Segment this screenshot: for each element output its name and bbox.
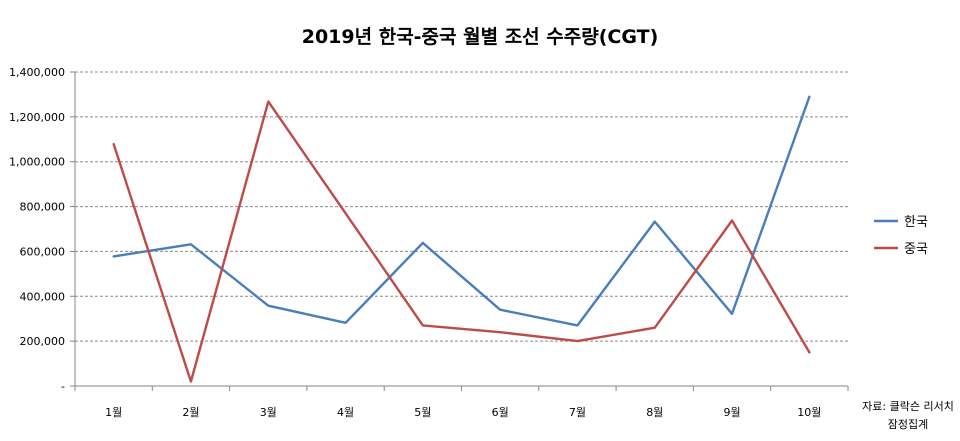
y-tick-label: 600,000 <box>20 245 66 258</box>
y-tick-label: 200,000 <box>20 335 66 348</box>
y-tick-label: - <box>61 380 65 393</box>
series-line-0 <box>112 95 811 327</box>
x-tick-label: 1월 <box>105 406 122 419</box>
x-tick-label: 10월 <box>797 406 821 419</box>
legend-label-0: 한국 <box>904 215 928 230</box>
x-tick-label: 3월 <box>260 406 277 419</box>
x-tick-label: 8월 <box>646 406 663 419</box>
grid <box>75 71 848 342</box>
x-tick-label: 4월 <box>337 406 354 419</box>
x-tick-label: 2월 <box>182 406 199 419</box>
x-tick-label: 7월 <box>569 406 586 419</box>
legend-label-1: 중국 <box>904 242 928 257</box>
axes: - 200,000 400,000 600,000 800,000 1,000,000 1,… <box>9 66 849 419</box>
x-tick-label: 9월 <box>723 406 740 419</box>
x-tick-label: 5월 <box>414 406 431 419</box>
series-line-1 <box>112 100 811 383</box>
x-tick-label: 6월 <box>492 406 509 419</box>
source-line-1: 자료: 클락슨 리서치 <box>862 400 954 413</box>
y-tick-label: 1,000,000 <box>9 156 65 169</box>
y-tick-label: 1,400,000 <box>9 66 65 79</box>
series <box>112 95 811 383</box>
y-tick-label: 1,200,000 <box>9 111 65 124</box>
source-line-2: 잠정집계 <box>888 418 928 431</box>
y-tick-label: 800,000 <box>20 201 66 214</box>
y-tick-label: 400,000 <box>20 290 66 303</box>
chart-title: 2019년 한국-중국 월별 조선 수주량(CGT) <box>302 26 659 48</box>
